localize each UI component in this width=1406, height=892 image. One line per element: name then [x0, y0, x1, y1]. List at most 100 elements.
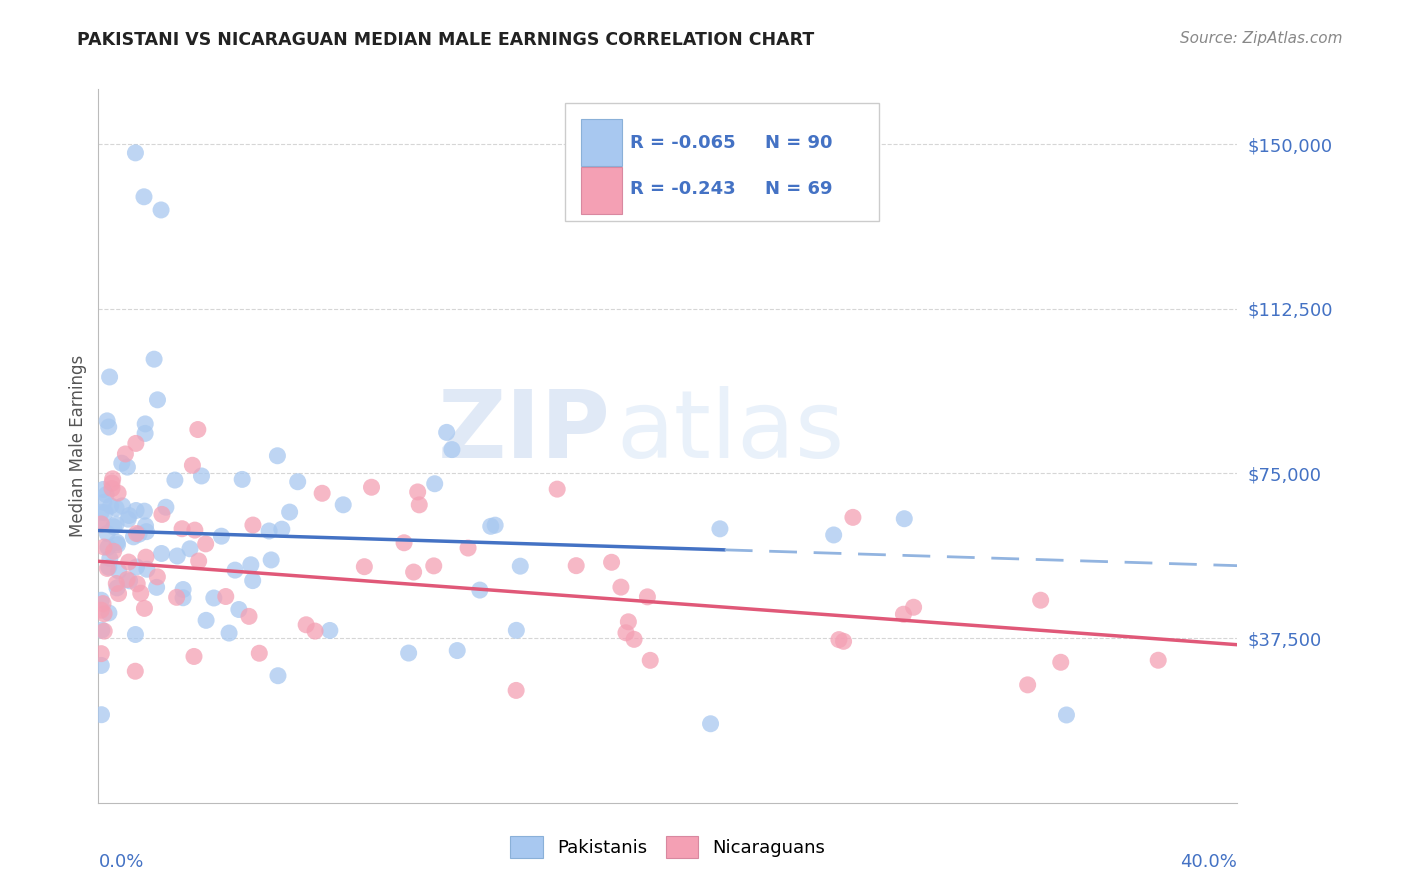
Point — [172, 591, 194, 605]
Text: N = 90: N = 90 — [765, 134, 832, 152]
Point — [422, 558, 444, 573]
Point — [228, 602, 250, 616]
Point — [93, 540, 115, 554]
Point — [143, 352, 166, 367]
Point — [103, 520, 125, 534]
Point — [97, 560, 120, 574]
Point — [111, 456, 134, 470]
Point — [238, 609, 260, 624]
Point — [146, 392, 169, 407]
Point — [134, 417, 156, 431]
Point — [90, 658, 112, 673]
Point — [91, 483, 114, 497]
Point — [103, 544, 125, 558]
Text: atlas: atlas — [617, 385, 845, 478]
Point — [101, 482, 124, 496]
Point — [117, 460, 139, 475]
Point — [1017, 678, 1039, 692]
Point — [187, 554, 209, 568]
Point — [1147, 653, 1170, 667]
Point — [135, 524, 157, 539]
Point — [231, 472, 253, 486]
Point — [101, 472, 124, 486]
Point — [179, 541, 201, 556]
Point — [398, 646, 420, 660]
Point — [97, 606, 120, 620]
Point — [115, 573, 138, 587]
Point — [105, 517, 128, 532]
Text: R = -0.243: R = -0.243 — [630, 180, 735, 198]
FancyBboxPatch shape — [581, 167, 623, 214]
Point — [187, 423, 209, 437]
FancyBboxPatch shape — [565, 103, 879, 221]
Point — [90, 707, 112, 722]
Point — [90, 517, 112, 532]
Text: 0.0%: 0.0% — [98, 853, 143, 871]
Point — [184, 523, 207, 537]
Point — [166, 549, 188, 563]
Point — [105, 576, 128, 591]
Point — [172, 582, 194, 597]
Point — [91, 597, 114, 611]
Point — [90, 603, 112, 617]
Point — [98, 551, 121, 566]
Point — [842, 510, 865, 524]
Point — [600, 555, 623, 569]
Point — [194, 537, 217, 551]
Point — [107, 586, 129, 600]
Point — [94, 488, 117, 502]
Point — [105, 581, 128, 595]
Point — [107, 486, 129, 500]
Point — [267, 669, 290, 683]
Point — [118, 574, 141, 588]
Point — [93, 607, 115, 621]
Point — [135, 562, 157, 576]
Point — [242, 574, 264, 588]
Point — [135, 519, 157, 533]
FancyBboxPatch shape — [581, 120, 623, 166]
Point — [1049, 655, 1071, 669]
Point — [134, 426, 156, 441]
Point — [257, 524, 280, 538]
Point — [124, 145, 146, 160]
Point — [242, 518, 264, 533]
Point — [436, 425, 458, 440]
Point — [150, 508, 173, 522]
Point — [260, 553, 283, 567]
Point — [150, 547, 173, 561]
Point — [107, 564, 129, 578]
Point — [122, 530, 145, 544]
Point — [202, 591, 225, 605]
Point — [1029, 593, 1052, 607]
Point — [332, 498, 354, 512]
Point — [446, 643, 468, 657]
Point — [505, 683, 527, 698]
Point — [124, 627, 146, 641]
Point — [166, 591, 188, 605]
Point — [893, 512, 915, 526]
Point — [247, 646, 270, 660]
Point — [209, 529, 232, 543]
Point — [107, 538, 129, 552]
Point — [457, 541, 479, 555]
Text: R = -0.065: R = -0.065 — [630, 134, 735, 152]
Point — [132, 190, 155, 204]
Point — [484, 518, 506, 533]
Point — [617, 615, 640, 629]
Point — [408, 498, 430, 512]
Point — [111, 499, 134, 513]
Point — [170, 522, 193, 536]
Point — [125, 526, 148, 541]
Point — [360, 480, 382, 494]
Point — [239, 558, 262, 572]
Point — [311, 486, 333, 500]
Point — [440, 442, 463, 457]
Point — [183, 649, 205, 664]
Point — [287, 475, 309, 489]
Point — [125, 560, 148, 574]
Point — [623, 632, 645, 647]
Point — [278, 505, 301, 519]
Point — [423, 476, 446, 491]
Point — [118, 508, 141, 523]
Point — [614, 625, 637, 640]
